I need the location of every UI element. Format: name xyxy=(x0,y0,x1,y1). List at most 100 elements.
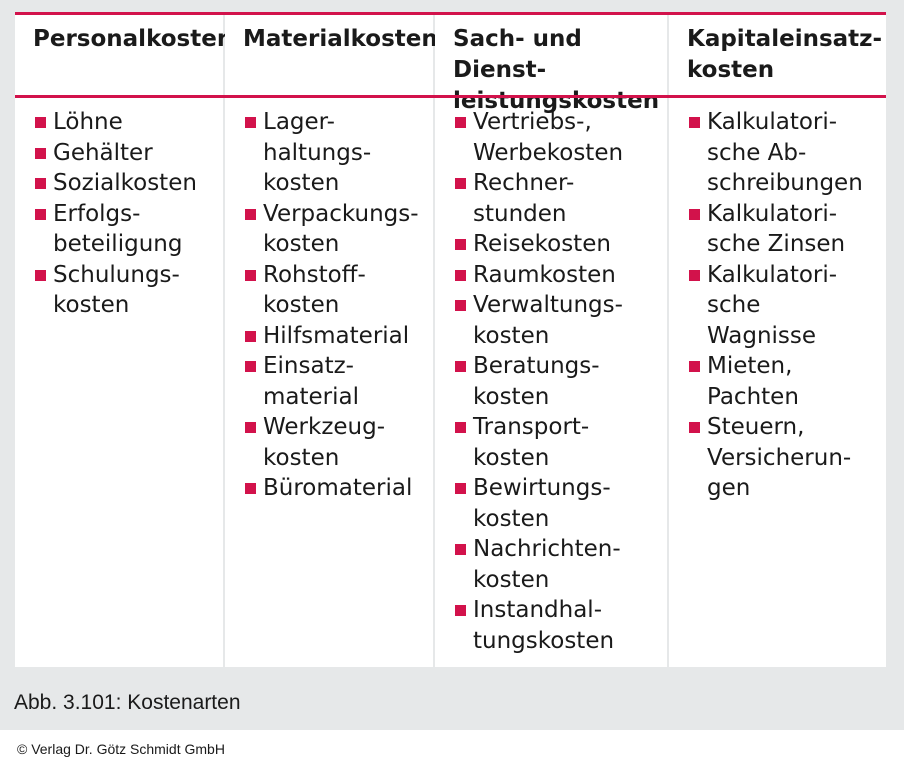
list-item: Raumkosten xyxy=(455,260,663,291)
list-item: Rohstoff-kosten xyxy=(245,260,429,321)
square-bullet-icon xyxy=(245,422,256,433)
copyright-notice: © Verlag Dr. Götz Schmidt GmbH xyxy=(17,741,225,757)
list-item: Mieten, Pachten xyxy=(689,351,882,412)
square-bullet-icon xyxy=(455,544,466,555)
list-item: Instandhal-tungskosten xyxy=(455,595,663,656)
header-line: Sach- und Dienst- xyxy=(453,26,582,83)
header-line: Personalkosten xyxy=(33,26,234,52)
item-line: sche Zinsen xyxy=(707,231,846,257)
item-line: Schulungs- xyxy=(53,261,180,288)
item-line: gen xyxy=(707,475,751,501)
column-header: Materialkosten xyxy=(243,24,438,55)
list-item: Sozialkosten xyxy=(35,168,219,199)
list-item: Hilfsmaterial xyxy=(245,321,429,352)
item-line: Löhne xyxy=(53,109,123,135)
header-line: leistungskosten xyxy=(453,88,660,114)
item-line: Transport- xyxy=(473,414,590,440)
item-line: Einsatz- xyxy=(263,353,354,379)
item-line: Steuern, xyxy=(707,414,805,440)
header-line: Materialkosten xyxy=(243,26,438,52)
item-line: Wagnisse xyxy=(707,322,817,349)
item-line: kosten xyxy=(473,444,550,471)
square-bullet-icon xyxy=(455,483,466,494)
item-line: kosten xyxy=(53,292,130,318)
cost-types-table: Personalkosten Löhne Gehälter Sozialkosten E… xyxy=(15,12,886,667)
column-header: Personalkosten xyxy=(33,24,233,55)
square-bullet-icon xyxy=(245,361,256,372)
list-item: Schulungs-kosten xyxy=(35,260,219,321)
item-line: Nachrichten- xyxy=(473,536,621,562)
item-line: Bewirtungs- xyxy=(473,475,611,501)
list-item: Kalkulatori-sche Zinsen xyxy=(689,199,882,260)
item-line: Erfolgs- xyxy=(53,200,141,227)
list-item: Beratungs-kosten xyxy=(455,351,663,412)
figure-panel: Personalkosten Löhne Gehälter Sozialkosten E… xyxy=(0,0,904,730)
header-line: kosten xyxy=(687,57,775,83)
item-line: Instandhal- xyxy=(473,597,602,623)
table-columns: Personalkosten Löhne Gehälter Sozialkosten E… xyxy=(15,12,886,667)
list-item: Verpackungs-kosten xyxy=(245,199,429,260)
table-column: Personalkosten Löhne Gehälter Sozialkosten E… xyxy=(15,12,233,667)
column-header: Sach- und Dienst-leistungskosten xyxy=(453,24,661,117)
table-column: Kapitaleinsatz-kosten Kalkulatori-sche Ab… xyxy=(669,12,886,667)
item-line: kosten xyxy=(263,292,340,318)
square-bullet-icon xyxy=(689,117,700,128)
item-line: Beratungs- xyxy=(473,353,600,379)
list-item: Reisekosten xyxy=(455,229,663,260)
item-list: Lager-haltungs-kosten Verpackungs-kosten R… xyxy=(245,107,429,504)
square-bullet-icon xyxy=(245,269,256,281)
square-bullet-icon xyxy=(689,269,700,281)
item-line: haltungs- xyxy=(263,139,372,166)
list-item: Verwaltungs-kosten xyxy=(455,290,663,351)
list-item: Löhne xyxy=(35,107,219,138)
item-line: Raumkosten xyxy=(473,261,616,288)
list-item: Kalkulatori-sche Wagnisse xyxy=(689,260,882,352)
item-line: beteiligung xyxy=(53,231,183,257)
square-bullet-icon xyxy=(35,208,46,220)
list-item: Büromaterial xyxy=(245,473,429,504)
list-item: Nachrichten-kosten xyxy=(455,534,663,595)
item-line: kosten xyxy=(473,566,550,593)
item-line: kosten xyxy=(473,322,550,349)
table-column: Sach- und Dienst-leistungskosten Vertrieb… xyxy=(435,12,667,667)
item-line: tungskosten xyxy=(473,627,615,654)
item-line: stunden xyxy=(473,200,567,227)
item-line: kosten xyxy=(473,383,550,410)
list-item: Lager-haltungs-kosten xyxy=(245,107,429,199)
top-rule xyxy=(15,12,886,15)
item-line: schreibungen xyxy=(707,170,863,196)
item-line: Verwaltungs- xyxy=(473,292,623,318)
item-line: Rechner- xyxy=(473,170,575,196)
item-list: Löhne Gehälter Sozialkosten Erfolgs-beteili… xyxy=(35,107,219,321)
list-item: Rechner-stunden xyxy=(455,168,663,229)
square-bullet-icon xyxy=(689,422,700,433)
square-bullet-icon xyxy=(455,361,466,372)
item-line: Werbekosten xyxy=(473,139,624,166)
square-bullet-icon xyxy=(245,330,256,342)
item-line: sche Ab- xyxy=(707,139,807,166)
item-line: Sozialkosten xyxy=(53,170,197,196)
list-item: Transport-kosten xyxy=(455,412,663,473)
square-bullet-icon xyxy=(689,361,700,372)
square-bullet-icon xyxy=(245,208,256,220)
header-line: Kapitaleinsatz- xyxy=(687,26,883,52)
item-line: Kalkulatori- xyxy=(707,109,838,135)
item-line: Büromaterial xyxy=(263,475,413,501)
item-list: Vertriebs-, Werbekosten Rechner-stunden Rei… xyxy=(455,107,663,656)
square-bullet-icon xyxy=(245,483,256,494)
table-column: Materialkosten Lager-haltungs-kosten Verpa… xyxy=(225,12,438,667)
item-line: kosten xyxy=(263,231,340,257)
square-bullet-icon xyxy=(35,117,46,128)
item-line: Versicherun- xyxy=(707,444,852,471)
item-line: Lager- xyxy=(263,109,335,135)
square-bullet-icon xyxy=(455,605,466,616)
list-item: Steuern, Versicherun-gen xyxy=(689,412,882,504)
item-line: kosten xyxy=(473,505,550,532)
item-line: Mieten, xyxy=(707,353,793,379)
square-bullet-icon xyxy=(35,178,46,189)
square-bullet-icon xyxy=(455,300,466,311)
square-bullet-icon xyxy=(245,117,256,128)
square-bullet-icon xyxy=(35,147,46,159)
square-bullet-icon xyxy=(455,239,466,250)
item-line: Kalkulatori- xyxy=(707,200,838,227)
